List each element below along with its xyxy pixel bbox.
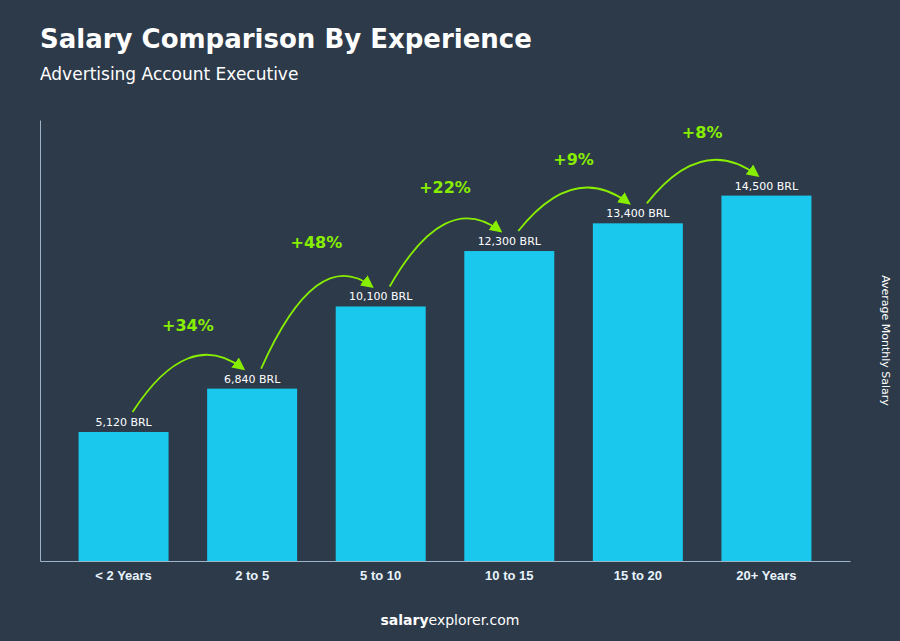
y-axis-title: Average Monthly Salary [879,275,892,406]
chart: < 2 Years 2 to 5 5 to 10 10 to 15 15 to 20 20… [0,0,900,641]
x-tick-label: < 2 Years [95,568,152,583]
pct-arrow [390,218,501,286]
data-label: 6,840 BRL [224,373,281,386]
data-label: 5,120 BRL [95,416,152,429]
bar [336,306,426,561]
x-tick: 10 to 15 [485,561,533,583]
x-tick-label: 15 to 20 [614,568,662,583]
x-axis-line [41,561,851,562]
background [0,0,900,641]
pct-label: +48% [291,233,343,252]
x-axis: < 2 Years 2 to 5 5 to 10 10 to 15 15 to 20 20… [41,561,851,583]
data-label: 12,300 BRL [478,235,542,248]
x-tick: < 2 Years [95,561,152,583]
y-axis-line [40,121,41,562]
pct-arrow [518,188,629,232]
pct-label: +22% [419,178,471,197]
x-tick: 15 to 20 [614,561,662,583]
pct-arrow [261,276,372,369]
x-tick-label: 10 to 15 [485,568,533,583]
bar [79,432,169,561]
bars [79,196,812,561]
pct-label: +34% [162,316,214,335]
data-label: 10,100 BRL [349,290,413,303]
plot: < 2 Years 2 to 5 5 to 10 10 to 15 15 to 20 20… [41,121,851,584]
data-label: 13,400 BRL [606,207,670,220]
x-tick: 5 to 10 [360,561,401,583]
x-tick-label: 20+ Years [736,568,796,583]
x-tick: 20+ Years [736,561,796,583]
data-label: 14,500 BRL [735,180,799,193]
x-tick-label: 2 to 5 [235,568,269,583]
annotations: +34% +48% +22% +9% +8% [133,123,758,412]
data-labels: 5,120 BRL 6,840 BRL 10,100 BRL 12,300 BRL 13… [95,180,799,429]
pct-arrow [647,160,758,204]
bar [593,223,683,561]
pct-arrow [133,355,244,412]
bar [207,389,297,561]
x-tick-label: 5 to 10 [360,568,401,583]
subtitle: Advertising Account Executive [40,64,298,84]
x-tick: 2 to 5 [235,561,269,583]
footer: salaryexplorer.com [381,612,520,628]
y-axis [40,121,41,562]
footer-part: salary [381,612,429,628]
bar [721,196,811,561]
bar [464,251,554,561]
pct-label: +8% [682,123,723,142]
title: Salary Comparison By Experience [40,24,532,54]
pct-label: +9% [553,150,594,169]
footer-part: explorer.com [429,612,520,628]
